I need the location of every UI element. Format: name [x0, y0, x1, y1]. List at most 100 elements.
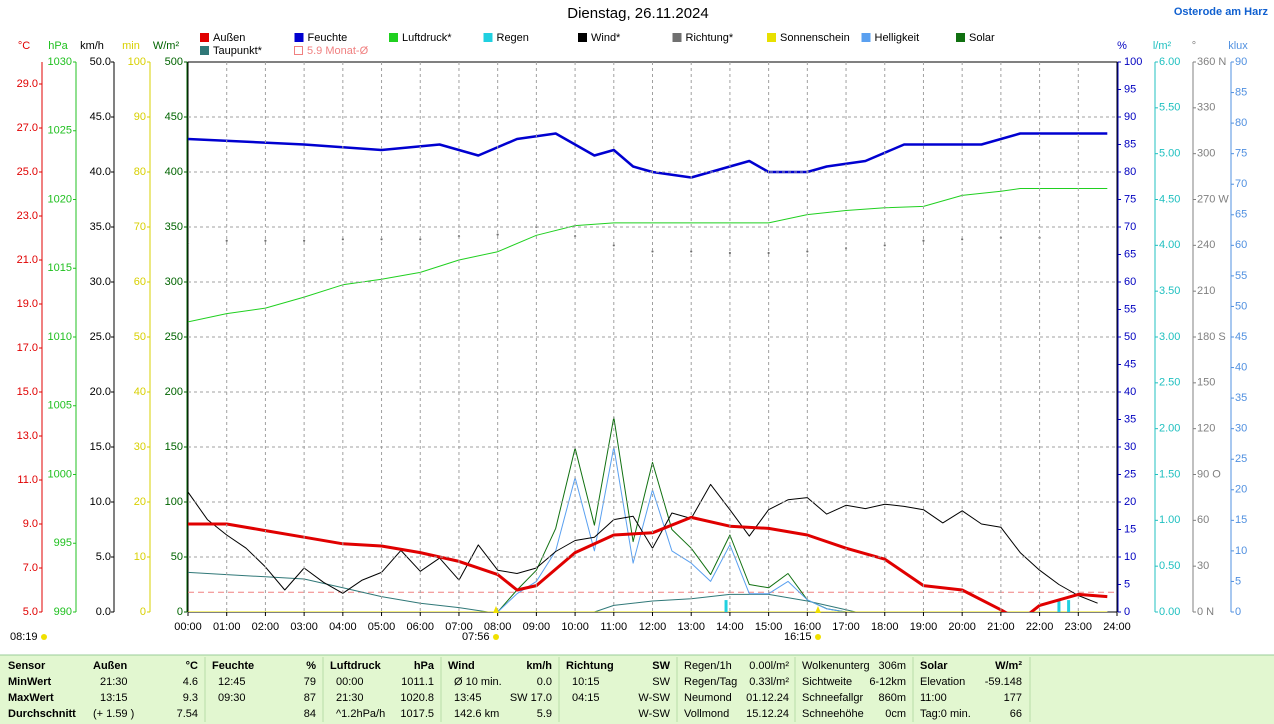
legend-label: Feuchte — [308, 32, 348, 44]
direction-dot — [806, 250, 809, 253]
legend-label: Luftdruck* — [402, 32, 452, 44]
y-tick-label: 1020 — [48, 193, 72, 205]
direction-dot — [612, 244, 615, 247]
x-tick-label: 15:00 — [755, 621, 783, 633]
y-tick-label: 240 — [1197, 239, 1215, 251]
table-cell: Solar — [920, 660, 948, 672]
direction-dot — [728, 251, 732, 255]
x-tick-label: 12:00 — [639, 621, 667, 633]
y-tick-label: 45.0 — [90, 111, 111, 123]
x-tick-label: 08:00 — [484, 621, 512, 633]
x-tick-label: 04:00 — [329, 621, 357, 633]
y-tick-label: 55 — [1235, 270, 1247, 282]
direction-dot — [303, 239, 306, 242]
y-tick-label: 19.0 — [17, 298, 38, 310]
legend-label: 5.9 Monat-Ø — [307, 45, 369, 57]
legend-swatch — [200, 33, 209, 42]
y-tick-label: 200 — [165, 386, 183, 398]
y-tick-label: 23.0 — [17, 210, 38, 222]
y-tick-label: 250 — [165, 331, 183, 343]
y-tick-label: 210 — [1197, 285, 1215, 297]
y-tick-label: 25.0 — [17, 166, 38, 178]
y-tick-label: 50 — [1235, 300, 1247, 312]
table-cell: Tag:0 min. — [920, 708, 971, 720]
axis-unit: W/m² — [153, 40, 180, 52]
y-tick-label: 40 — [134, 386, 146, 398]
y-tick-label: 1.00 — [1159, 514, 1180, 526]
series-line — [188, 188, 1108, 323]
table-cell: MaxWert — [8, 692, 54, 704]
y-tick-label: 80 — [1124, 166, 1136, 178]
table-cell: Regen/1h — [684, 660, 732, 672]
table-cell: 13:15 — [100, 692, 128, 704]
y-tick-label: 21.0 — [17, 254, 38, 266]
table-cell: Sichtweite — [802, 676, 852, 688]
legend-label: Helligkeit — [875, 32, 920, 44]
direction-dot — [767, 251, 770, 255]
y-tick-label: 6.00 — [1159, 56, 1180, 68]
table-cell: SW 17.0 — [510, 692, 552, 704]
y-tick-label: 4.00 — [1159, 239, 1180, 251]
series-line — [188, 132, 1108, 179]
direction-dot — [651, 250, 654, 253]
y-tick-label: 45 — [1235, 331, 1247, 343]
y-tick-label: 350 — [165, 221, 183, 233]
y-tick-label: 15 — [1235, 514, 1247, 526]
legend-swatch — [861, 33, 871, 42]
table-cell: (+ 1.59 ) — [93, 708, 134, 720]
direction-dot — [690, 250, 693, 253]
table-cell: % — [306, 660, 316, 672]
table-cell: 7.54 — [177, 708, 198, 720]
direction-dot — [264, 239, 267, 242]
series-line — [188, 571, 858, 612]
table-cell: 87 — [304, 692, 316, 704]
sun-event-time: 08:19 — [10, 631, 38, 643]
x-tick-label: 09:00 — [523, 621, 551, 633]
x-tick-label: 19:00 — [910, 621, 938, 633]
table-cell: km/h — [526, 660, 552, 672]
y-tick-label: 25 — [1124, 468, 1136, 480]
y-tick-label: 10.0 — [90, 496, 111, 508]
direction-dot — [188, 242, 190, 245]
y-tick-label: 17.0 — [17, 342, 38, 354]
y-tick-label: 5 — [1235, 575, 1241, 587]
legend-swatch — [767, 33, 776, 42]
table-cell: 6-12km — [869, 676, 906, 688]
x-tick-label: 22:00 — [1026, 621, 1054, 633]
table-cell: 79 — [304, 676, 316, 688]
y-tick-label: 50 — [134, 331, 146, 343]
y-tick-label: 85 — [1124, 138, 1136, 150]
y-tick-label: 20 — [1124, 496, 1136, 508]
table-cell: Neumond — [684, 692, 732, 704]
table-cell: 84 — [304, 708, 316, 720]
legend-swatch — [483, 33, 493, 42]
x-tick-label: 24:00 — [1103, 621, 1131, 633]
table-cell: 1011.1 — [401, 676, 434, 688]
table-cell: Regen/Tag — [684, 676, 737, 688]
table-cell: 177 — [1004, 692, 1022, 704]
table-cell: 0.00l/m² — [749, 660, 789, 672]
y-tick-label: 100 — [1124, 56, 1142, 68]
table-cell: Luftdruck — [330, 660, 382, 672]
x-tick-label: 20:00 — [948, 621, 976, 633]
chart-title: Dienstag, 26.11.2024 — [567, 5, 709, 22]
legend-label: Solar — [969, 32, 995, 44]
table-cell: Wind — [448, 660, 475, 672]
table-cell: 0.33l/m² — [749, 676, 789, 688]
table-cell: Richtung — [566, 660, 614, 672]
legend-label: Regen — [497, 32, 529, 44]
y-tick-label: 11.0 — [17, 474, 38, 486]
y-tick-label: 100 — [165, 496, 183, 508]
y-tick-label: 70 — [1124, 221, 1136, 233]
y-tick-label: 1005 — [48, 400, 72, 412]
y-tick-label: 10 — [1235, 545, 1247, 557]
table-cell: -59.148 — [985, 676, 1022, 688]
y-tick-label: 90 — [1235, 56, 1247, 68]
x-tick-label: 23:00 — [1065, 621, 1093, 633]
y-tick-label: 65 — [1235, 209, 1247, 221]
table-cell: 1017.5 — [400, 708, 434, 720]
y-tick-label: 2.50 — [1159, 377, 1180, 389]
y-tick-label: 5.00 — [1159, 148, 1180, 160]
direction-dot — [341, 238, 344, 241]
